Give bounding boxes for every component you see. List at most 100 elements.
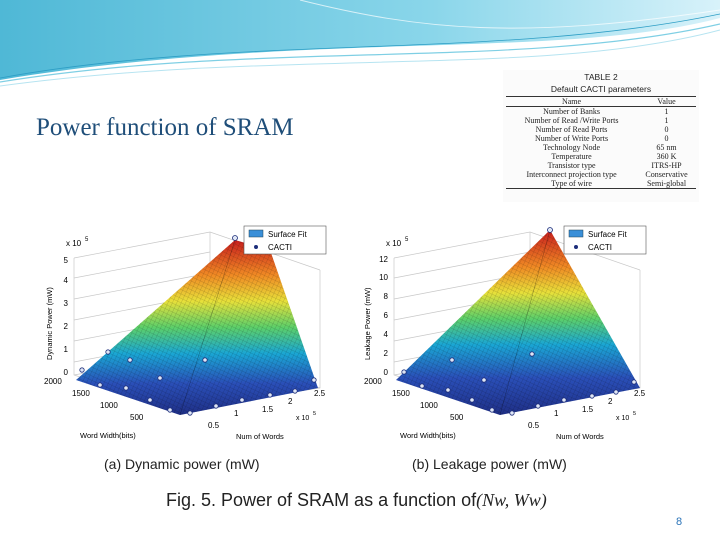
param-name: Temperature — [551, 152, 592, 161]
param-name: Number of Read /Write Ports — [524, 116, 619, 125]
num-words-axis-label: Num of Words — [556, 432, 604, 441]
word-width-tick: 2000 — [364, 377, 382, 386]
z-tick: 0 — [64, 368, 69, 377]
param-value: 1 — [664, 107, 669, 116]
param-value: 0 — [664, 125, 669, 134]
table-row: Technology Node 65 nm — [506, 143, 696, 152]
figure-caption-math: (Nw, Ww) — [476, 489, 547, 510]
table-row: Number of Banks 1 — [506, 107, 696, 117]
word-width-tick: 1500 — [72, 389, 90, 398]
legend-swatch-fit — [248, 229, 264, 238]
num-words-tick: 0.5 — [528, 421, 540, 430]
dynamic-power-surface-plot: Surface Fit CACTI x 10 5 0 1 2 3 4 5 Dyn… — [44, 225, 327, 441]
word-width-axis-label: Word Width(bits) — [80, 431, 136, 440]
param-name: Number of Read Ports — [535, 125, 608, 134]
num-words-tick: 0.5 — [208, 421, 220, 430]
param-name: Number of Write Ports — [534, 134, 609, 143]
figure-area: Surface Fit CACTI x 10 5 0 1 2 3 4 5 Dyn… — [30, 210, 650, 480]
table-row: Interconnect projection type Conservative — [506, 170, 696, 179]
z-tick: 8 — [384, 292, 389, 301]
num-words-tick: 1.5 — [582, 405, 594, 414]
figure-caption: Fig. 5. Power of SRAM as a function of (… — [160, 482, 592, 518]
z-tick: 12 — [379, 255, 388, 264]
word-width-tick: 500 — [130, 413, 144, 422]
z-tick: 2 — [384, 349, 389, 358]
param-value: Semi-global — [637, 179, 696, 189]
param-name: Interconnect projection type — [526, 170, 617, 179]
cacti-points — [401, 227, 637, 416]
param-value: Conservative — [645, 170, 688, 179]
legend: Surface Fit CACTI — [243, 225, 327, 255]
z-tick: 4 — [64, 276, 69, 285]
legend: Surface Fit CACTI — [563, 225, 647, 255]
surface-fit — [76, 239, 318, 416]
z-tick: 4 — [384, 330, 389, 339]
figure-caption-text: Fig. 5. Power of SRAM as a function of — [166, 489, 477, 510]
table-row: Number of Read Ports 0 — [506, 125, 696, 134]
surface-fit — [396, 229, 640, 416]
num-words-tick: 2 — [608, 397, 613, 406]
word-width-tick: 500 — [450, 413, 464, 422]
z-exponent-label: x 10 — [66, 239, 82, 248]
cacti-parameters-table: TABLE 2 Default CACTI parameters Name Va… — [503, 70, 699, 202]
param-name: Type of wire — [506, 179, 638, 189]
num-words-ticks: 0.5 1 1.5 2 2.5 — [208, 389, 326, 430]
slide-title: Power function of SRAM — [36, 114, 294, 141]
z-exponent-power: 5 — [405, 237, 409, 243]
word-width-ticks: 2000 1500 1000 500 — [364, 377, 464, 422]
z-axis-label: Dynamic Power (mW) — [45, 287, 54, 360]
table-row: Temperature 360 K — [506, 152, 696, 161]
num-words-exponent-power: 5 — [633, 411, 636, 417]
num-words-exponent-label: x 10 — [296, 415, 309, 422]
legend-swatch-cacti — [254, 245, 258, 249]
z-axis-ticks: 0 2 4 6 8 10 12 — [379, 255, 388, 377]
num-words-ticks: 0.5 1 1.5 2 2.5 — [528, 389, 646, 430]
num-words-tick: 1 — [554, 409, 559, 418]
param-name: Number of Banks — [543, 107, 600, 116]
table-row: Type of wire Semi-global — [506, 179, 696, 189]
param-value: 360 K — [656, 152, 677, 161]
z-tick: 3 — [64, 299, 69, 308]
z-axis-ticks: 0 1 2 3 4 5 — [64, 256, 69, 377]
num-words-exponent-power: 5 — [313, 411, 316, 417]
legend-swatch-cacti — [574, 245, 578, 249]
word-width-tick: 1000 — [420, 401, 438, 410]
word-width-tick: 1000 — [100, 401, 118, 410]
z-tick: 1 — [64, 345, 69, 354]
word-width-axis-label: Word Width(bits) — [400, 431, 456, 440]
num-words-tick: 2.5 — [314, 389, 326, 398]
z-tick: 5 — [64, 256, 69, 265]
header-wave-decoration — [0, 0, 720, 87]
z-axis-label: Leakage Power (mW) — [363, 287, 372, 360]
param-value: ITRS-HP — [651, 161, 682, 170]
param-value: 0 — [664, 134, 669, 143]
z-tick: 6 — [384, 311, 389, 320]
legend-cacti-label: CACTI — [588, 243, 612, 252]
z-exponent-label: x 10 — [386, 239, 402, 248]
subfigure-caption-b: (b) Leakage power (mW) — [412, 456, 567, 472]
param-value: 65 nm — [656, 143, 677, 152]
param-name: Technology Node — [543, 143, 601, 152]
word-width-ticks: 2000 1500 1000 500 — [44, 377, 144, 422]
z-tick: 0 — [384, 368, 389, 377]
table-caption-title: Default CACTI parameters — [550, 84, 652, 94]
param-name: Transistor type — [547, 161, 596, 170]
table-row: Number of Read /Write Ports 1 — [506, 116, 696, 125]
z-tick: 10 — [379, 273, 388, 282]
word-width-tick: 1500 — [392, 389, 410, 398]
num-words-tick: 1 — [234, 409, 239, 418]
parameters-table: Name Value Number of Banks 1 Number of Re… — [506, 96, 696, 189]
column-header-value: Value — [637, 96, 696, 107]
column-header-name: Name — [506, 96, 638, 107]
num-words-tick: 2 — [288, 397, 293, 406]
table-row: Number of Write Ports 0 — [506, 134, 696, 143]
z-exponent-power: 5 — [85, 237, 89, 243]
legend-cacti-label: CACTI — [268, 243, 292, 252]
word-width-tick: 2000 — [44, 377, 62, 386]
legend-fit-label: Surface Fit — [588, 230, 627, 239]
cacti-points — [79, 235, 317, 416]
legend-swatch-fit — [568, 229, 584, 238]
param-value: 1 — [664, 116, 669, 125]
subfigure-caption-a: (a) Dynamic power (mW) — [104, 456, 260, 472]
table-caption-number: TABLE 2 — [584, 72, 618, 82]
